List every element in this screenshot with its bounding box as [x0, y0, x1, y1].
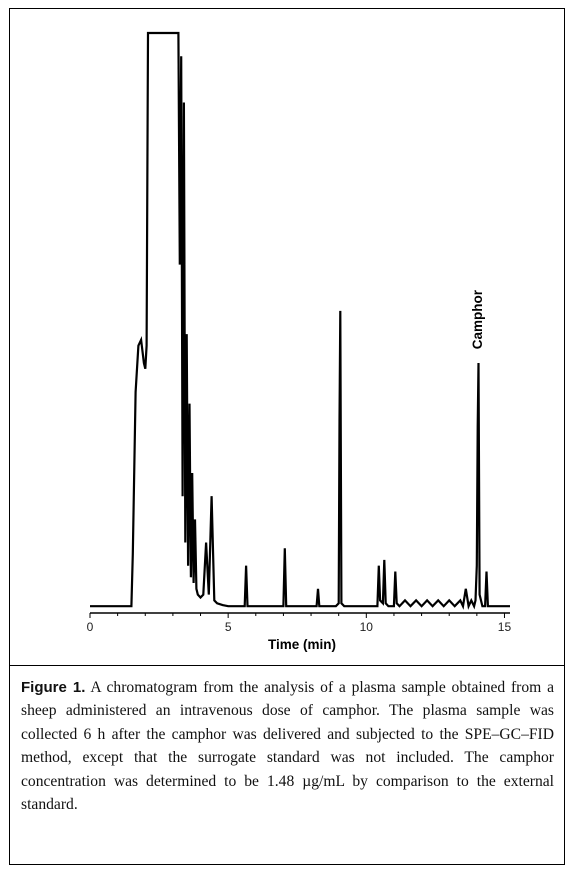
chromatogram-trace [90, 31, 510, 610]
caption-divider [9, 665, 565, 666]
caption-label: Figure 1. [21, 679, 86, 696]
x-tick-label: 5 [225, 620, 232, 634]
x-tick-label: 0 [87, 620, 94, 634]
caption-text: A chromatogram from the analysis of a pl… [21, 679, 555, 814]
figure-caption: Figure 1. A chromatogram from the analys… [21, 676, 554, 816]
peak-annotation-camphor: Camphor [470, 289, 485, 349]
x-tick-label: 15 [498, 620, 512, 634]
x-axis [89, 612, 510, 618]
x-axis-title: Time (min) [268, 637, 336, 652]
chromatogram-chart: 0 5 10 15 Time (min) Camphor [87, 31, 512, 652]
figure-frame [9, 8, 565, 865]
x-tick-label: 10 [360, 620, 374, 634]
